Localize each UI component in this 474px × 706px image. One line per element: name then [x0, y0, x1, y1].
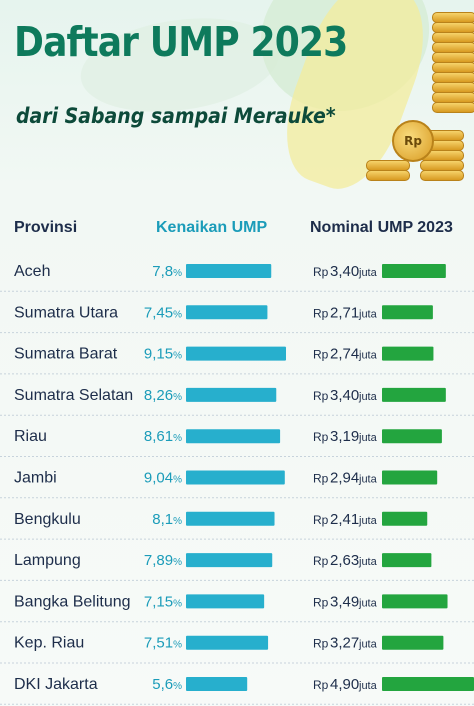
nominal-prefix-label: Rp [313, 472, 329, 486]
kenaikan-value-label: 7,89% [144, 552, 182, 569]
nominal-prefix-label: Rp [313, 306, 329, 320]
nominal-prefix-label: Rp [313, 595, 329, 609]
nominal-suffix-label: juta [358, 350, 378, 362]
nominal-value-label: 4,90 [330, 676, 359, 693]
province-label: Kep. Riau [14, 635, 84, 652]
nominal-suffix-label: juta [358, 597, 378, 609]
kenaikan-bar [186, 346, 286, 361]
kenaikan-value-label: 8,61% [144, 428, 182, 445]
nominal-suffix-label: juta [358, 267, 378, 279]
nominal-value-label: 2,71 [330, 304, 359, 321]
nominal-prefix-label: Rp [313, 637, 329, 651]
nominal-bar [382, 677, 474, 691]
province-label: Jambi [14, 470, 57, 487]
nominal-prefix-label: Rp [313, 348, 329, 362]
nominal-suffix-label: juta [358, 308, 378, 320]
column-header-nominal: Nominal UMP 2023 [310, 219, 453, 236]
kenaikan-bar [186, 470, 285, 485]
nominal-bar [382, 553, 432, 568]
page-title: Daftar UMP 2023 [14, 18, 348, 66]
province-label: Bengkulu [14, 511, 81, 528]
province-label: Sumatra Selatan [14, 387, 133, 404]
province-label: Sumatra Barat [14, 346, 118, 363]
nominal-suffix-label: juta [358, 391, 378, 403]
province-label: Bangka Belitung [14, 593, 131, 610]
nominal-suffix-label: juta [358, 474, 378, 486]
column-header-kenaikan: Kenaikan UMP [156, 219, 268, 236]
nominal-prefix-label: Rp [313, 265, 329, 279]
province-label: Lampung [14, 552, 81, 569]
province-label: Riau [14, 428, 47, 445]
nominal-suffix-label: juta [358, 639, 378, 651]
percent-unit: % [173, 309, 182, 320]
kenaikan-value-label: 8,1% [152, 511, 182, 528]
nominal-value-label: 2,74 [330, 346, 359, 363]
nominal-bar [382, 511, 428, 526]
page-subtitle: dari Sabang sampai Merauke* [16, 104, 336, 128]
province-label: DKI Jakarta [14, 676, 98, 693]
kenaikan-bar [186, 511, 275, 526]
header: Daftar UMP 2023 dari Sabang sampai Merau… [0, 0, 474, 200]
nominal-bar [382, 429, 442, 444]
kenaikan-value-label: 9,04% [144, 470, 182, 487]
rp-coin-icon: Rp [392, 120, 434, 162]
nominal-bar [382, 305, 433, 320]
percent-unit: % [173, 475, 182, 486]
province-label: Aceh [14, 263, 50, 280]
percent-unit: % [173, 392, 182, 403]
percent-unit: % [173, 351, 182, 362]
column-header-provinsi: Provinsi [14, 219, 78, 236]
nominal-value-label: 2,63 [330, 552, 359, 569]
percent-unit: % [173, 516, 182, 527]
nominal-bar [382, 264, 446, 278]
nominal-prefix-label: Rp [313, 513, 329, 527]
percent-unit: % [173, 433, 182, 444]
nominal-value-label: 3,19 [330, 428, 359, 445]
kenaikan-bar [186, 264, 272, 278]
kenaikan-bar [186, 387, 277, 402]
nominal-suffix-label: juta [358, 556, 378, 568]
nominal-prefix-label: Rp [313, 430, 329, 444]
table-header: Provinsi Kenaikan UMP Nominal UMP 2023 [0, 205, 474, 245]
percent-unit: % [173, 640, 182, 651]
nominal-value-label: 3,49 [330, 593, 359, 610]
percent-unit: % [173, 598, 182, 609]
percent-unit: % [173, 681, 182, 692]
nominal-prefix-label: Rp [313, 678, 329, 692]
nominal-bar [382, 594, 448, 609]
kenaikan-bar [186, 635, 269, 650]
nominal-bar [382, 346, 434, 361]
province-label: Sumatra Utara [14, 304, 118, 321]
percent-unit: % [173, 268, 182, 279]
nominal-value-label: 3,40 [330, 387, 359, 404]
nominal-value-label: 3,40 [330, 263, 359, 280]
nominal-bar [382, 387, 446, 402]
kenaikan-value-label: 7,8% [152, 263, 182, 280]
kenaikan-value-label: 7,45% [144, 304, 182, 321]
nominal-bar [382, 635, 444, 650]
nominal-suffix-label: juta [358, 432, 378, 444]
kenaikan-bar [186, 553, 273, 568]
nominal-prefix-label: Rp [313, 389, 329, 403]
kenaikan-value-label: 7,15% [144, 593, 182, 610]
percent-unit: % [173, 557, 182, 568]
nominal-bar [382, 470, 438, 485]
kenaikan-bar [186, 677, 248, 691]
coin-stack-illustration: Rp [362, 0, 474, 200]
nominal-suffix-label: juta [358, 680, 378, 692]
nominal-prefix-label: Rp [313, 554, 329, 568]
nominal-suffix-label: juta [358, 515, 378, 527]
kenaikan-value-label: 8,26% [144, 387, 182, 404]
kenaikan-value-label: 5,6% [152, 676, 182, 693]
kenaikan-value-label: 9,15% [144, 346, 182, 363]
kenaikan-bar [186, 305, 268, 320]
nominal-value-label: 2,41 [330, 511, 359, 528]
kenaikan-value-label: 7,51% [144, 635, 182, 652]
nominal-value-label: 2,94 [330, 470, 359, 487]
kenaikan-bar [186, 429, 281, 444]
nominal-value-label: 3,27 [330, 635, 359, 652]
kenaikan-bar [186, 594, 265, 609]
